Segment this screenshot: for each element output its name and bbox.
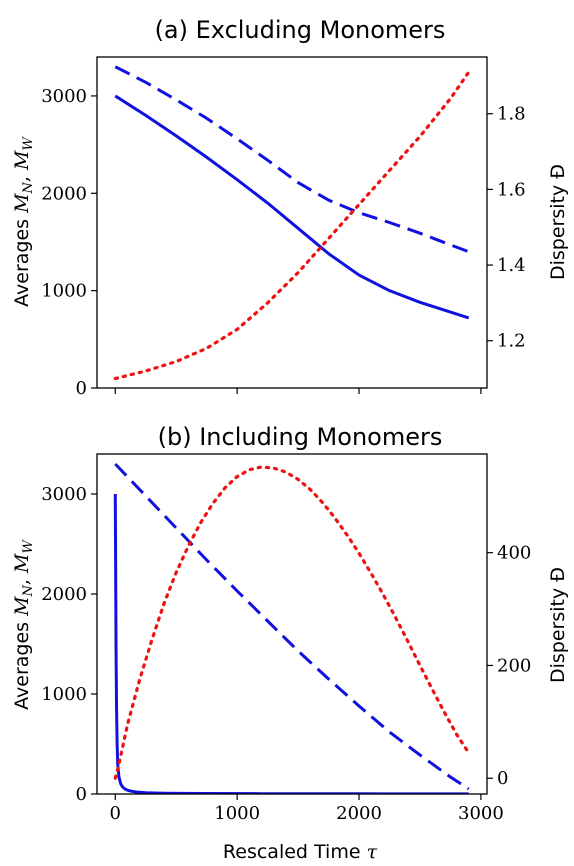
panel-a-ytick-label: 0 bbox=[76, 378, 87, 399]
panel-b-ytick-label: 3000 bbox=[41, 484, 87, 505]
panel-b-title: (b) Including Monomers bbox=[158, 423, 443, 451]
panel-a-series-dotted-line bbox=[113, 70, 471, 381]
panel-b-xtick-label: 2000 bbox=[336, 803, 382, 824]
panel-a-ticks: 0 1000 2000 3000 1.2 1.4 1.6 1.8 bbox=[41, 86, 525, 399]
panel-a-y2label: Dispersity Đ bbox=[547, 164, 569, 280]
panel-b-y2tick-label: 200 bbox=[497, 655, 531, 676]
panel-b-xtick-label: 3000 bbox=[458, 803, 504, 824]
panel-b-series-dotted-line bbox=[113, 465, 471, 780]
panel-a: (a) Excluding Monomers 0 1000 2000 3000 1.2 1… bbox=[11, 16, 569, 399]
panel-b-marks bbox=[113, 462, 471, 794]
panel-a-y2tick-label: 1.2 bbox=[497, 331, 526, 352]
panel-b-y2tick-label: 0 bbox=[497, 768, 508, 789]
panel-b-ytick-label: 1000 bbox=[41, 684, 87, 705]
panel-a-ytick-label: 2000 bbox=[41, 183, 87, 204]
panel-a-ytick-label: 3000 bbox=[41, 86, 87, 107]
panel-b-ticks: 0 1000 2000 3000 0 1000 2000 3000 0 200 400 bbox=[41, 484, 531, 824]
panel-a-title: (a) Excluding Monomers bbox=[155, 16, 446, 44]
panel-b-xtick-label: 1000 bbox=[214, 803, 260, 824]
panel-b-ytick-label: 0 bbox=[76, 784, 87, 805]
panel-b-series-dashed-line bbox=[114, 462, 470, 791]
panel-a-ylabel: Averages MN, MW bbox=[11, 136, 36, 307]
panel-b-y2label: Dispersity Đ bbox=[547, 567, 569, 683]
panel-b-xlabel: Rescaled Time τ bbox=[223, 841, 378, 863]
panel-a-frame bbox=[96, 56, 488, 389]
panel-a-y2tick-label: 1.8 bbox=[497, 104, 526, 125]
panel-a-series-solid-line bbox=[114, 94, 470, 320]
panel-b: (b) Including Monomers 0 1000 2000 30000100… bbox=[11, 423, 569, 863]
panel-a-y2tick-label: 1.4 bbox=[497, 255, 526, 276]
panel-a-ytick-label: 1000 bbox=[41, 281, 87, 302]
panel-b-ylabel: Averages MN, MW bbox=[11, 539, 36, 710]
panel-b-xtick-label: 0 bbox=[110, 803, 121, 824]
panel-b-y2tick-label: 400 bbox=[497, 543, 531, 564]
panel-b-ytick-label: 2000 bbox=[41, 584, 87, 605]
panel-a-y2tick-label: 1.6 bbox=[497, 179, 526, 200]
panel-b-frame bbox=[96, 453, 488, 795]
panel-a-series-dashed-line bbox=[114, 65, 470, 254]
panel-a-marks bbox=[113, 65, 471, 381]
